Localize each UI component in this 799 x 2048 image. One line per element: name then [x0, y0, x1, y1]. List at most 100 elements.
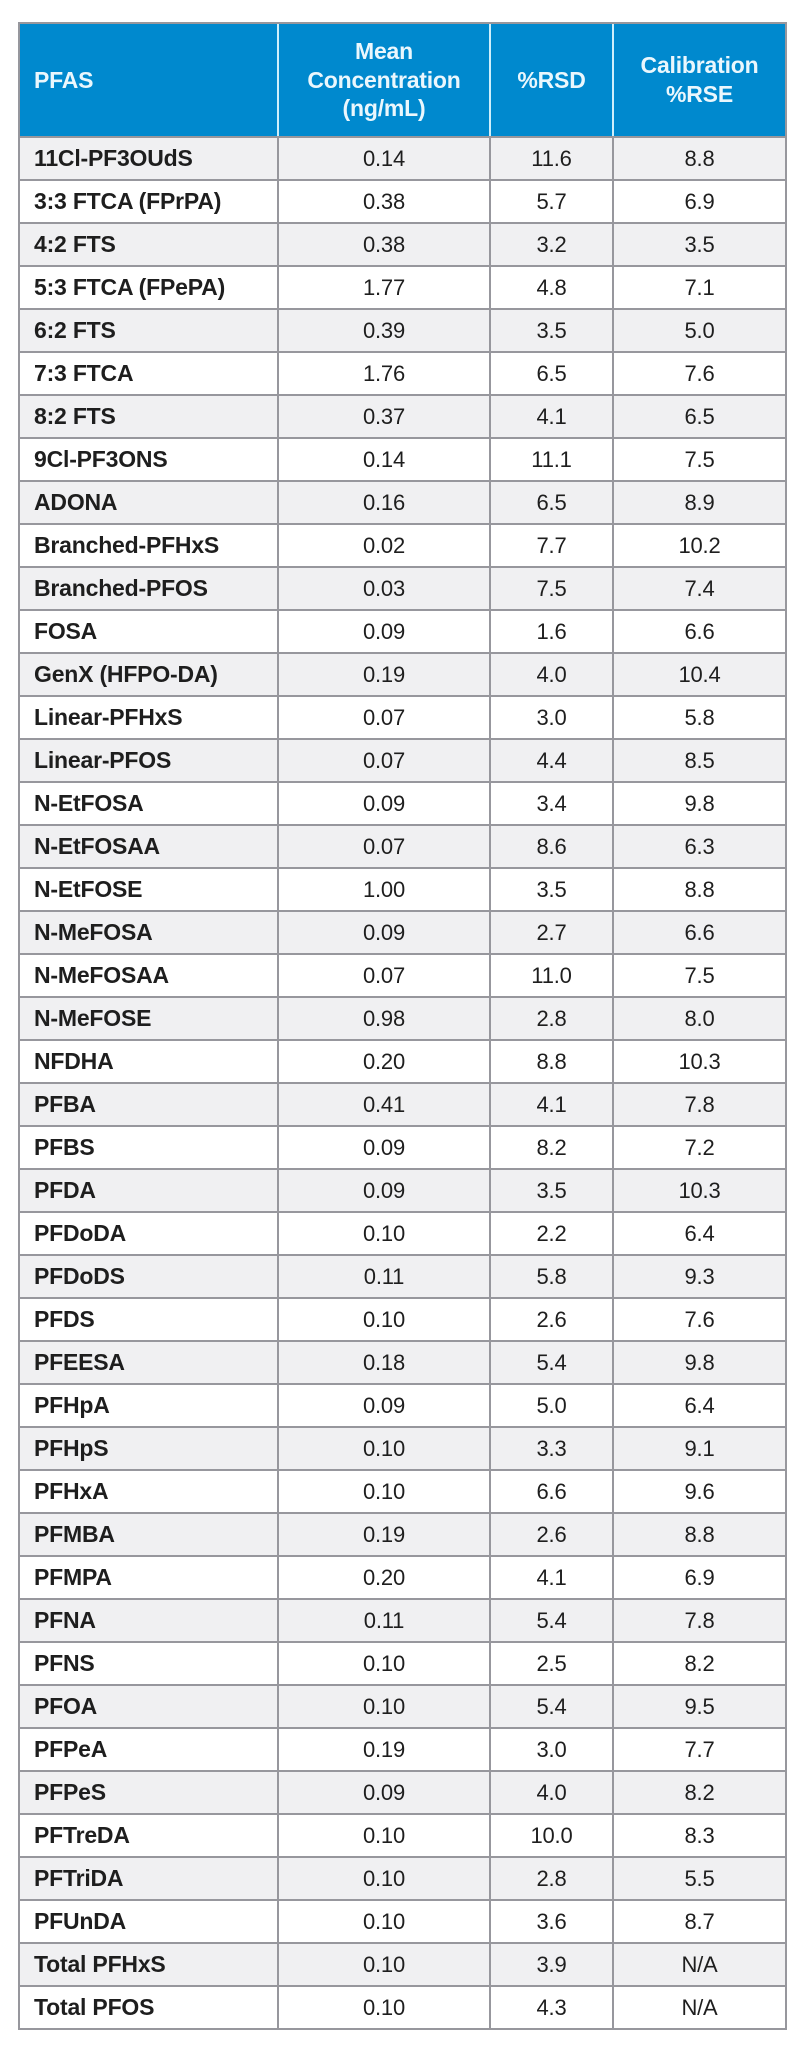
calibration-rse-cell: 8.9 [612, 480, 787, 525]
calibration-rse-cell: 8.8 [612, 136, 787, 181]
rsd-cell: 4.0 [489, 652, 614, 697]
mean-concentration-cell: 0.09 [277, 1168, 491, 1213]
table-row: N-EtFOSE 1.00 3.5 8.8 [18, 867, 787, 912]
mean-concentration-cell: 0.16 [277, 480, 491, 525]
table-row: PFUnDA 0.10 3.6 8.7 [18, 1899, 787, 1944]
table-row: N-EtFOSAA 0.07 8.6 6.3 [18, 824, 787, 869]
table-row: PFNS 0.10 2.5 8.2 [18, 1641, 787, 1686]
rsd-cell: 3.0 [489, 695, 614, 740]
rsd-cell: 3.5 [489, 1168, 614, 1213]
table-row: PFHpS 0.10 3.3 9.1 [18, 1426, 787, 1471]
column-header-mean-concentration: Mean Concentration (ng/mL) [277, 22, 490, 138]
calibration-rse-cell: 6.6 [612, 609, 787, 654]
pfas-name-cell: PFHpA [18, 1383, 279, 1428]
mean-concentration-cell: 0.10 [277, 1426, 491, 1471]
rsd-cell: 4.0 [489, 1770, 614, 1815]
mean-concentration-cell: 0.39 [277, 308, 491, 353]
pfas-name-cell: N-EtFOSE [18, 867, 279, 912]
pfas-name-cell: N-MeFOSA [18, 910, 279, 955]
rsd-cell: 8.6 [489, 824, 614, 869]
rsd-cell: 1.6 [489, 609, 614, 654]
calibration-rse-cell: 7.6 [612, 351, 787, 396]
pfas-name-cell: Branched-PFOS [18, 566, 279, 611]
pfas-name-cell: PFHpS [18, 1426, 279, 1471]
rsd-cell: 4.1 [489, 1082, 614, 1127]
calibration-rse-cell: 8.2 [612, 1770, 787, 1815]
table-row: PFPeS 0.09 4.0 8.2 [18, 1770, 787, 1815]
pfas-name-cell: 3:3 FTCA (FPrPA) [18, 179, 279, 224]
pfas-name-cell: PFUnDA [18, 1899, 279, 1944]
table-row: PFBA 0.41 4.1 7.8 [18, 1082, 787, 1127]
calibration-rse-cell: 3.5 [612, 222, 787, 267]
calibration-rse-cell: 8.8 [612, 1512, 787, 1557]
table-row: PFMPA 0.20 4.1 6.9 [18, 1555, 787, 1600]
calibration-rse-cell: 10.4 [612, 652, 787, 697]
rsd-cell: 3.2 [489, 222, 614, 267]
table-row: PFBS 0.09 8.2 7.2 [18, 1125, 787, 1170]
pfas-name-cell: Linear-PFOS [18, 738, 279, 783]
rsd-cell: 3.3 [489, 1426, 614, 1471]
rsd-cell: 2.7 [489, 910, 614, 955]
mean-concentration-cell: 0.03 [277, 566, 491, 611]
calibration-rse-cell: 9.1 [612, 1426, 787, 1471]
mean-concentration-cell: 0.10 [277, 1297, 491, 1342]
table-row: N-MeFOSE 0.98 2.8 8.0 [18, 996, 787, 1041]
pfas-name-cell: Total PFOS [18, 1985, 279, 2030]
rsd-cell: 5.7 [489, 179, 614, 224]
pfas-name-cell: PFDA [18, 1168, 279, 1213]
table-row: 5:3 FTCA (FPePA) 1.77 4.8 7.1 [18, 265, 787, 310]
mean-concentration-cell: 0.07 [277, 953, 491, 998]
mean-concentration-cell: 0.20 [277, 1555, 491, 1600]
table-header: PFAS Mean Concentration (ng/mL) %RSD Cal… [18, 22, 787, 138]
calibration-rse-cell: 9.6 [612, 1469, 787, 1514]
rsd-cell: 4.1 [489, 394, 614, 439]
table-row: FOSA 0.09 1.6 6.6 [18, 609, 787, 654]
mean-concentration-cell: 1.77 [277, 265, 491, 310]
pfas-name-cell: PFMPA [18, 1555, 279, 1600]
table-row: N-MeFOSAA 0.07 11.0 7.5 [18, 953, 787, 998]
mean-concentration-cell: 1.00 [277, 867, 491, 912]
table-row: 7:3 FTCA 1.76 6.5 7.6 [18, 351, 787, 396]
mean-concentration-cell: 0.19 [277, 652, 491, 697]
pfas-name-cell: 8:2 FTS [18, 394, 279, 439]
mean-concentration-cell: 0.09 [277, 1770, 491, 1815]
table-row: PFDoDS 0.11 5.8 9.3 [18, 1254, 787, 1299]
rsd-cell: 8.2 [489, 1125, 614, 1170]
pfas-name-cell: N-MeFOSAA [18, 953, 279, 998]
calibration-rse-cell: 8.3 [612, 1813, 787, 1858]
pfas-name-cell: 5:3 FTCA (FPePA) [18, 265, 279, 310]
mean-concentration-cell: 0.09 [277, 1383, 491, 1428]
mean-concentration-cell: 0.98 [277, 996, 491, 1041]
table-row: Total PFHxS 0.10 3.9 N/A [18, 1942, 787, 1987]
pfas-name-cell: PFEESA [18, 1340, 279, 1385]
calibration-rse-cell: N/A [612, 1942, 787, 1987]
mean-concentration-cell: 0.20 [277, 1039, 491, 1084]
mean-concentration-cell: 0.19 [277, 1512, 491, 1557]
table-body: 11Cl-PF3OUdS 0.14 11.6 8.8 3:3 FTCA (FPrPA) 0… [18, 136, 787, 2030]
mean-concentration-cell: 0.09 [277, 910, 491, 955]
table-row: 11Cl-PF3OUdS 0.14 11.6 8.8 [18, 136, 787, 181]
table-row: GenX (HFPO-DA) 0.19 4.0 10.4 [18, 652, 787, 697]
rsd-cell: 11.1 [489, 437, 614, 482]
mean-concentration-cell: 1.76 [277, 351, 491, 396]
rsd-cell: 2.5 [489, 1641, 614, 1686]
column-header-calibration-rse: Calibration %RSE [612, 22, 787, 138]
table-row: N-EtFOSA 0.09 3.4 9.8 [18, 781, 787, 826]
pfas-name-cell: PFDoDA [18, 1211, 279, 1256]
calibration-rse-cell: 6.4 [612, 1211, 787, 1256]
pfas-name-cell: ADONA [18, 480, 279, 525]
pfas-name-cell: PFBA [18, 1082, 279, 1127]
mean-concentration-cell: 0.18 [277, 1340, 491, 1385]
calibration-rse-cell: 6.3 [612, 824, 787, 869]
rsd-cell: 11.6 [489, 136, 614, 181]
table-row: PFNA 0.11 5.4 7.8 [18, 1598, 787, 1643]
mean-concentration-cell: 0.02 [277, 523, 491, 568]
calibration-rse-cell: 7.6 [612, 1297, 787, 1342]
calibration-rse-cell: 10.3 [612, 1039, 787, 1084]
calibration-rse-cell: 8.8 [612, 867, 787, 912]
mean-concentration-cell: 0.10 [277, 1641, 491, 1686]
table-row: PFEESA 0.18 5.4 9.8 [18, 1340, 787, 1385]
table-row: PFTriDA 0.10 2.8 5.5 [18, 1856, 787, 1901]
calibration-rse-cell: 8.7 [612, 1899, 787, 1944]
